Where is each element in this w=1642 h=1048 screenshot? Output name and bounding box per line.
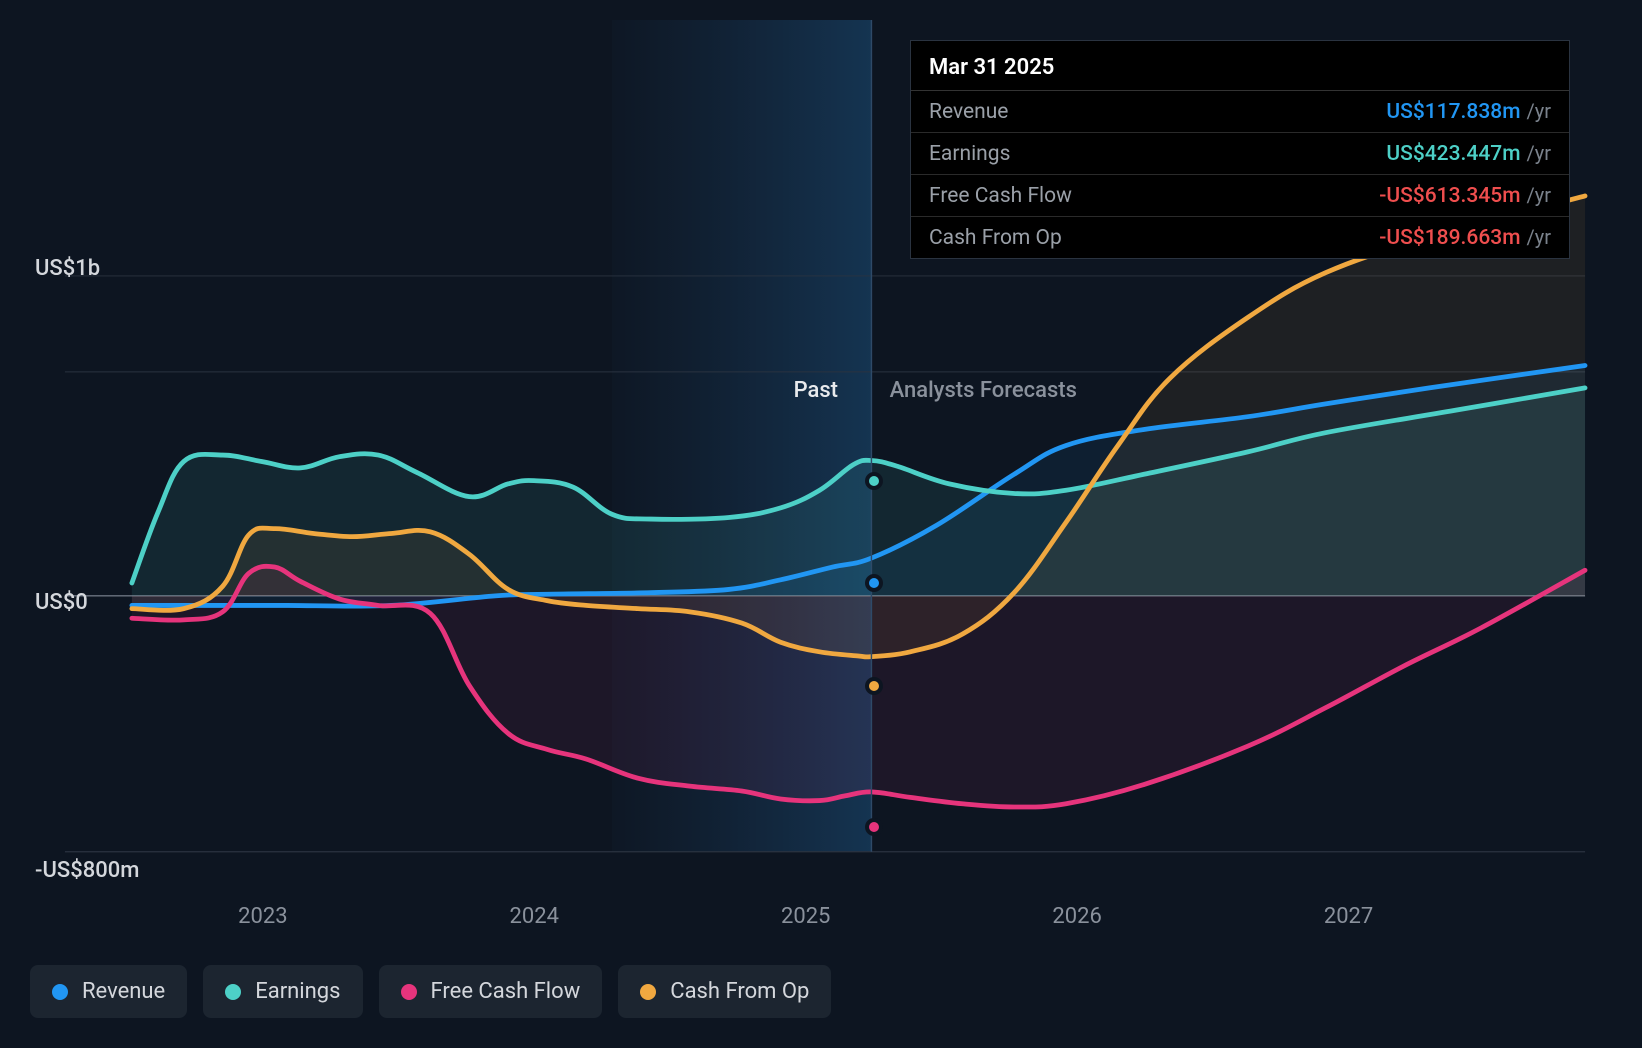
tooltip-row-unit: /yr (1527, 183, 1552, 207)
tooltip-row-unit: /yr (1527, 99, 1552, 123)
legend-item-revenue[interactable]: Revenue (30, 965, 187, 1018)
legend-dot-icon (401, 984, 417, 1000)
legend-item-label: Cash From Op (670, 979, 809, 1004)
past-label: Past (794, 378, 838, 403)
y-axis-label: US$1b (35, 256, 100, 281)
tooltip-row-label: Free Cash Flow (929, 184, 1072, 208)
legend-item-earnings[interactable]: Earnings (203, 965, 362, 1018)
forecast-label: Analysts Forecasts (890, 378, 1077, 403)
tooltip-row-label: Cash From Op (929, 226, 1062, 250)
tooltip-row-value: -US$613.345m (1379, 184, 1520, 208)
tooltip-row: Free Cash Flow -US$613.345m /yr (911, 175, 1569, 217)
tooltip: Mar 31 2025 Revenue US$117.838m /yr Earn… (910, 40, 1570, 259)
tooltip-date: Mar 31 2025 (911, 41, 1569, 91)
tooltip-row: Revenue US$117.838m /yr (911, 91, 1569, 133)
x-axis-label: 2025 (781, 904, 830, 929)
legend-item-label: Revenue (82, 979, 165, 1004)
tooltip-row-label: Revenue (929, 100, 1008, 124)
legend-item-free cash flow[interactable]: Free Cash Flow (379, 965, 603, 1018)
x-axis-label: 2024 (510, 904, 559, 929)
tooltip-row-unit: /yr (1527, 141, 1552, 165)
tooltip-row: Cash From Op -US$189.663m /yr (911, 217, 1569, 258)
legend-item-label: Free Cash Flow (431, 979, 581, 1004)
tooltip-row-value: US$117.838m (1386, 100, 1520, 124)
legend: Revenue Earnings Free Cash Flow Cash Fro… (30, 965, 831, 1018)
tooltip-row-value: -US$189.663m (1379, 226, 1520, 250)
legend-dot-icon (225, 984, 241, 1000)
tooltip-row-value: US$423.447m (1386, 142, 1520, 166)
x-axis-label: 2027 (1324, 904, 1373, 929)
series-marker (865, 574, 883, 592)
x-axis-label: 2023 (238, 904, 287, 929)
legend-dot-icon (52, 984, 68, 1000)
tooltip-row: Earnings US$423.447m /yr (911, 133, 1569, 175)
x-axis-label: 2026 (1052, 904, 1101, 929)
series-marker (865, 472, 883, 490)
legend-item-label: Earnings (255, 979, 340, 1004)
series-marker (865, 677, 883, 695)
tooltip-row-unit: /yr (1527, 225, 1552, 249)
legend-dot-icon (640, 984, 656, 1000)
series-marker (865, 818, 883, 836)
chart-area: US$1bUS$0-US$800m20232024202520262027Pas… (30, 20, 1620, 890)
y-axis-label: US$0 (35, 590, 88, 615)
y-axis-label: -US$800m (35, 858, 139, 883)
tooltip-row-label: Earnings (929, 142, 1010, 166)
legend-item-cash from op[interactable]: Cash From Op (618, 965, 831, 1018)
